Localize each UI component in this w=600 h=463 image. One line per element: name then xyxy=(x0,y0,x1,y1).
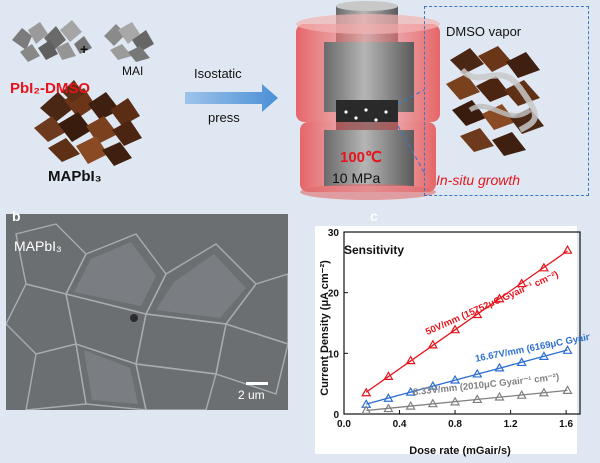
data-point-triangle xyxy=(472,394,483,404)
zoom-box xyxy=(424,6,589,196)
data-point-triangle xyxy=(427,339,438,349)
data-point-triangle xyxy=(494,362,505,372)
data-point-triangle xyxy=(516,389,527,399)
precursor-label: PbI₂-DMSO xyxy=(10,80,90,97)
x-tick-label: 0.8 xyxy=(448,419,462,430)
scale-bar-label: 2 um xyxy=(238,388,265,402)
data-point-triangle xyxy=(427,398,438,408)
data-point-triangle xyxy=(538,351,549,360)
data-point-triangle xyxy=(538,262,549,272)
growth-label: In-situ growth xyxy=(436,172,521,188)
data-point-triangle xyxy=(472,309,483,319)
panel-b-letter: b xyxy=(12,208,21,224)
data-point-triangle xyxy=(472,368,483,378)
product-label: MAPbI₃ xyxy=(48,168,102,185)
series-group: 8.33V/mm (2010μC Gyair⁻¹ cm⁻²) xyxy=(361,372,573,414)
data-point-triangle xyxy=(383,403,394,413)
data-point-triangle xyxy=(562,345,573,354)
y-tick-label: 0 xyxy=(333,410,339,421)
chart-axes xyxy=(343,231,581,415)
y-axis-label: Current Density (μA cm⁻²) xyxy=(319,260,331,396)
arrow-label-isostatic: Isostatic xyxy=(194,66,242,81)
data-point-triangle xyxy=(562,385,573,394)
svg-text:+: + xyxy=(80,41,88,57)
chart-card xyxy=(315,226,577,454)
process-arrow xyxy=(185,84,278,112)
x-tick-label: 0.0 xyxy=(337,419,351,430)
zoom-line-bottom xyxy=(397,125,425,173)
pressure-label: 10 MPa xyxy=(332,170,381,186)
isostatic-press-icon xyxy=(296,1,440,200)
sensitivity-chart: 0.0 0.4 0.8 1.2 1.6 0 10 20 30 50V/mm (15752μC G… xyxy=(319,228,590,457)
sem-image xyxy=(5,214,289,411)
y-tick-label: 10 xyxy=(328,349,340,360)
series-label: 16.67V/mm (6169μC Gyair⁻¹ cm⁻²) xyxy=(474,325,590,365)
chart-ticks: 0.0 0.4 0.8 1.2 1.6 0 10 20 30 xyxy=(328,228,574,430)
scale-bar-line xyxy=(246,382,268,385)
arrow-label-press: press xyxy=(208,110,240,125)
x-tick-label: 0.4 xyxy=(393,419,407,430)
schematic-panel: + xyxy=(12,1,544,200)
series-fit-line xyxy=(366,349,568,405)
data-point-triangle xyxy=(450,396,461,406)
chart-series: 50V/mm (15752μC Gyair⁻¹ cm⁻²)16.67V/mm (… xyxy=(361,244,590,414)
series-group: 16.67V/mm (6169μC Gyair⁻¹ cm⁻²) xyxy=(361,325,590,408)
y-tick-label: 20 xyxy=(328,289,340,300)
mapbi3-crystals xyxy=(34,80,142,166)
data-point-triangle xyxy=(361,387,372,397)
series-fit-line xyxy=(365,250,568,393)
series-label: 8.33V/mm (2010μC Gyair⁻¹ cm⁻²) xyxy=(413,372,560,398)
data-point-triangle xyxy=(383,393,394,402)
mai-crystals xyxy=(104,22,154,62)
pbi2-dmso-crystals xyxy=(12,20,92,62)
data-point-triangle xyxy=(405,355,416,365)
data-point-triangle xyxy=(361,405,372,414)
data-point-triangle xyxy=(516,357,527,367)
y-tick-label: 30 xyxy=(328,228,340,239)
data-point-triangle xyxy=(562,244,573,254)
data-point-triangle xyxy=(450,324,461,334)
chart-title: Sensitivity xyxy=(344,243,404,257)
data-point-triangle xyxy=(450,374,461,384)
series-label: 50V/mm (15752μC Gyair⁻¹ cm⁻²) xyxy=(424,269,560,338)
data-point-triangle xyxy=(405,400,416,410)
sem-grain-texture xyxy=(5,214,289,411)
sem-sample-label: MAPbI₃ xyxy=(14,238,62,254)
mai-label: MAI xyxy=(122,64,144,78)
vapor-label: DMSO vapor xyxy=(446,24,522,39)
series-fit-line xyxy=(366,389,568,412)
in-situ-growth-crystals xyxy=(446,46,544,156)
data-point-triangle xyxy=(494,391,505,401)
x-tick-label: 1.6 xyxy=(559,419,573,430)
data-point-triangle xyxy=(494,293,505,303)
data-point-triangle xyxy=(427,380,438,390)
data-point-triangle xyxy=(405,386,416,396)
temperature-label: 100℃ xyxy=(340,149,382,166)
panel-c-letter: c xyxy=(370,208,378,224)
data-point-triangle xyxy=(383,371,394,380)
data-point-triangle xyxy=(538,387,549,397)
plot-frame xyxy=(343,231,581,415)
zoom-line-top xyxy=(397,89,425,105)
x-tick-label: 1.2 xyxy=(504,419,518,430)
x-axis-label: Dose rate (mGair/s) xyxy=(409,445,511,457)
data-point-triangle xyxy=(516,278,527,288)
